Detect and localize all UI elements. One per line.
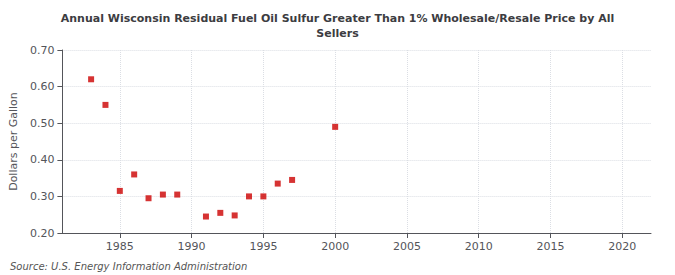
- svg-text:2005: 2005: [393, 240, 421, 253]
- svg-text:Annual Wisconsin Residual Fuel: Annual Wisconsin Residual Fuel Oil Sulfu…: [61, 12, 614, 25]
- svg-text:1995: 1995: [249, 240, 277, 253]
- svg-text:Source: U.S. Energy Informatio: Source: U.S. Energy Information Administ…: [10, 261, 247, 272]
- svg-text:Sellers: Sellers: [316, 27, 359, 40]
- svg-text:0.50: 0.50: [30, 117, 55, 130]
- svg-text:Dollars per Gallon: Dollars per Gallon: [7, 92, 20, 191]
- svg-text:2020: 2020: [608, 240, 636, 253]
- svg-text:1985: 1985: [106, 240, 134, 253]
- svg-text:0.60: 0.60: [30, 80, 55, 93]
- svg-text:0.30: 0.30: [30, 190, 55, 203]
- svg-text:0.20: 0.20: [30, 227, 55, 240]
- svg-text:0.40: 0.40: [30, 153, 55, 166]
- svg-text:1990: 1990: [178, 240, 206, 253]
- svg-text:2010: 2010: [465, 240, 493, 253]
- svg-text:0.70: 0.70: [30, 44, 55, 57]
- svg-text:2015: 2015: [537, 240, 565, 253]
- svg-text:2000: 2000: [321, 240, 349, 253]
